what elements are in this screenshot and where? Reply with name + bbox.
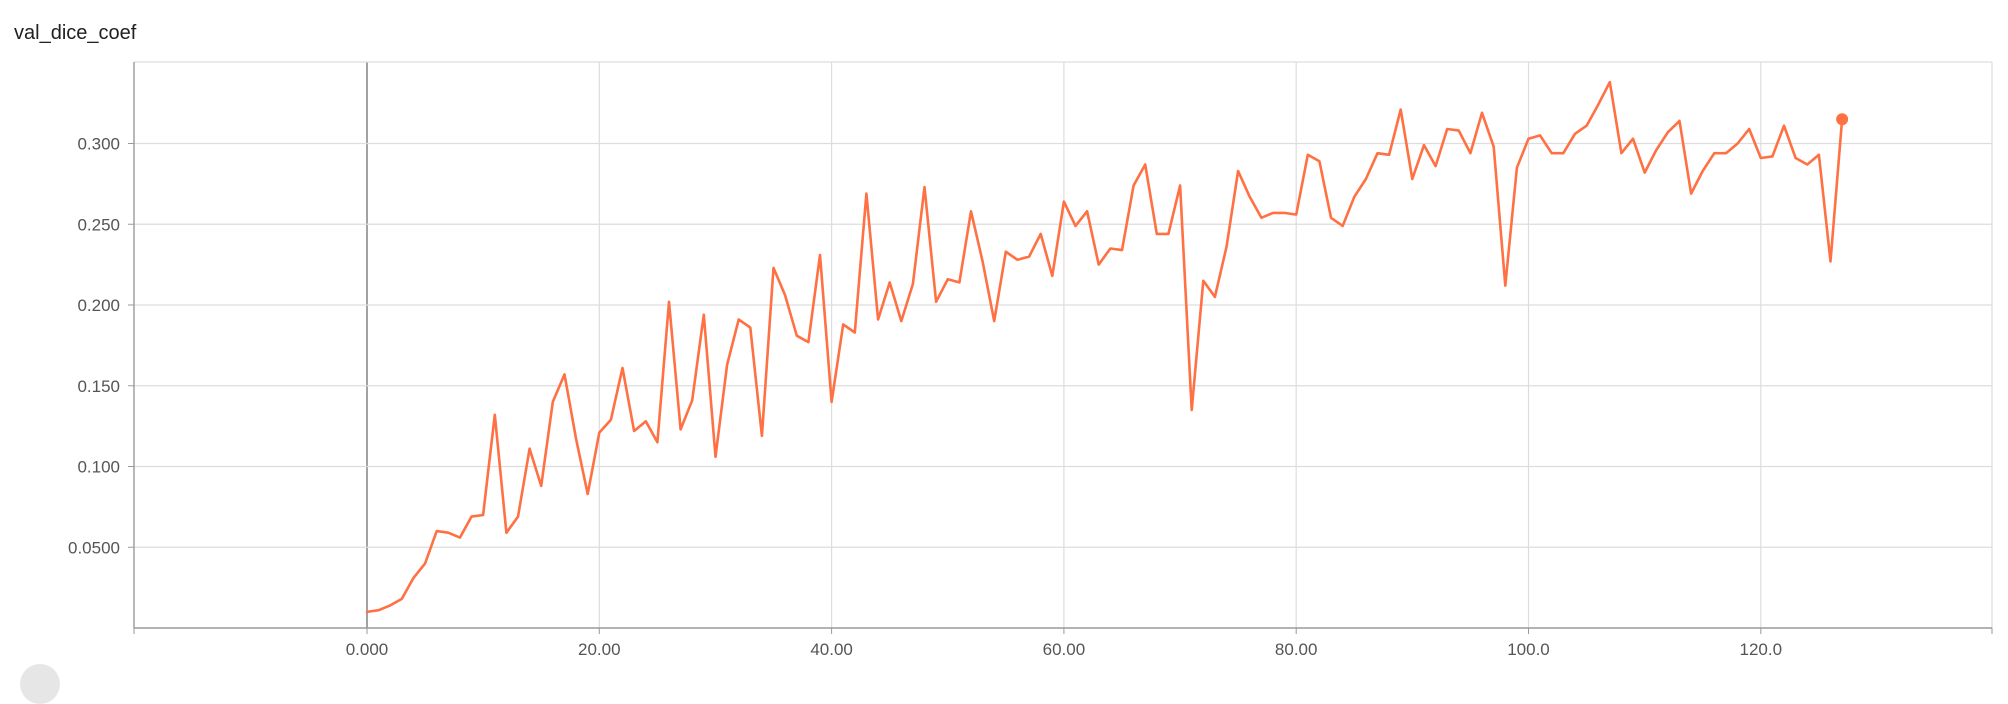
last-point-marker [1836,113,1849,126]
series-layer [365,80,1849,614]
y-tick-label: 0.300 [77,135,120,154]
y-tick-label: 0.100 [77,458,120,477]
series-line [365,80,1844,614]
x-tick-label: 100.0 [1507,640,1550,659]
y-axis-tick-labels: 0.0500 0.100 0.150 0.200 0.250 0.300 [68,135,120,558]
x-tick-label: 80.00 [1275,640,1318,659]
x-tick-label: 120.0 [1740,640,1783,659]
y-tick-label: 0.150 [77,377,120,396]
axes [128,62,1993,634]
x-tick-label: 20.00 [578,640,621,659]
vertical-gridlines [366,62,1993,628]
corner-button[interactable] [20,664,60,704]
y-tick-label: 0.0500 [68,538,120,557]
horizontal-gridlines [134,61,1992,548]
x-tick-label: 0.000 [346,640,389,659]
y-tick-label: 0.200 [77,296,120,315]
x-tick-label: 40.00 [810,640,853,659]
y-tick-label: 0.250 [77,215,120,234]
x-axis-tick-labels: 0.000 20.00 40.00 60.00 80.00 100.0 120.0 [346,640,1782,659]
line-chart: 0.000 20.00 40.00 60.00 80.00 100.0 120.0 0.05… [68,61,1993,659]
chart-title: val_dice_coef [14,22,137,44]
x-tick-label: 60.00 [1043,640,1086,659]
